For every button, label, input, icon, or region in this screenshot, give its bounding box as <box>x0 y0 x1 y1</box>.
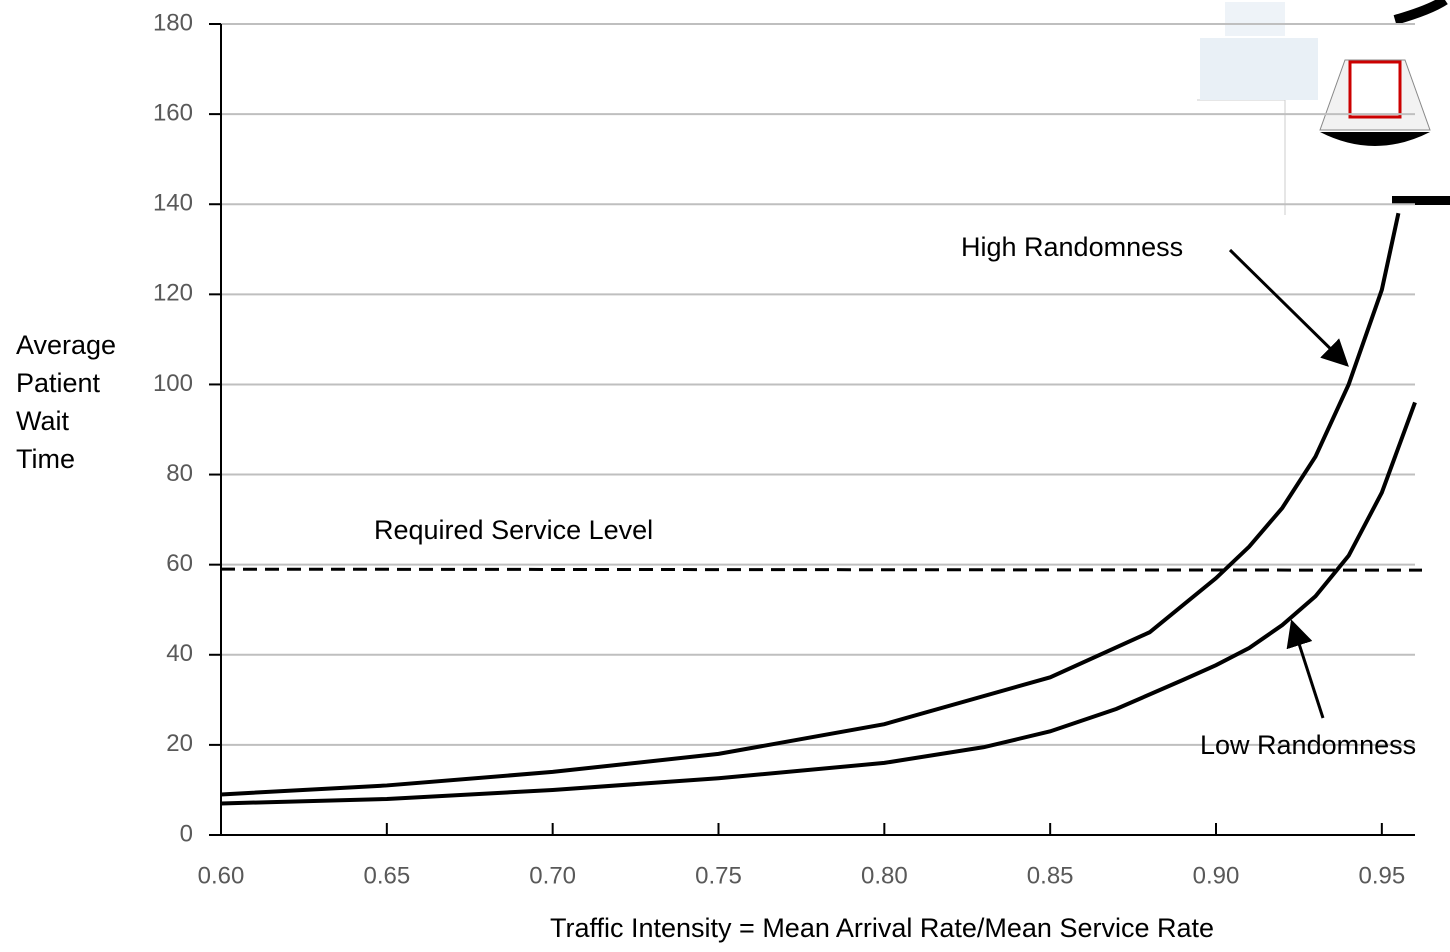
arrow <box>1292 622 1323 718</box>
x-tick-label: 0.75 <box>695 862 742 889</box>
threshold-label: Required Service Level <box>374 515 653 545</box>
y-tick-label: 60 <box>166 550 193 577</box>
y-tick-label: 120 <box>153 280 193 307</box>
x-tick-label: 0.95 <box>1358 862 1405 889</box>
y-tick-label: 0 <box>180 820 193 847</box>
y-tick-label: 20 <box>166 730 193 757</box>
chart: 0 20 40 60 80 100 120 140 160 180 0.60 0.65 0.70 0.75… <box>0 0 1450 952</box>
y-tick-label: 100 <box>153 370 193 397</box>
line-series <box>221 213 1398 794</box>
y-tick-label: 160 <box>153 99 193 126</box>
series-label: High Randomness <box>961 232 1183 262</box>
y-tick-label: 80 <box>166 460 193 487</box>
y-axis-label: Average Patient Wait Time <box>16 326 134 478</box>
page: {"chart_data":{"type":"line", "x_label":… <box>0 0 1450 952</box>
x-tick-label: 0.90 <box>1193 862 1240 889</box>
x-tick-label: 0.70 <box>529 862 576 889</box>
x-axis-label: Traffic Intensity = Mean Arrival Rate/Me… <box>550 913 1214 943</box>
arrow <box>1230 250 1347 365</box>
illustration <box>1197 0 1450 215</box>
y-tick-label: 180 <box>153 9 193 36</box>
x-tick-label: 0.65 <box>363 862 410 889</box>
threshold-line <box>221 569 1422 570</box>
y-tick-label: 140 <box>153 190 193 217</box>
x-tick-label: 0.60 <box>198 862 245 889</box>
x-tick-label: 0.85 <box>1027 862 1074 889</box>
y-tick-label: 40 <box>166 640 193 667</box>
x-tick-label: 0.80 <box>861 862 908 889</box>
series-label: Low Randomness <box>1200 730 1416 760</box>
